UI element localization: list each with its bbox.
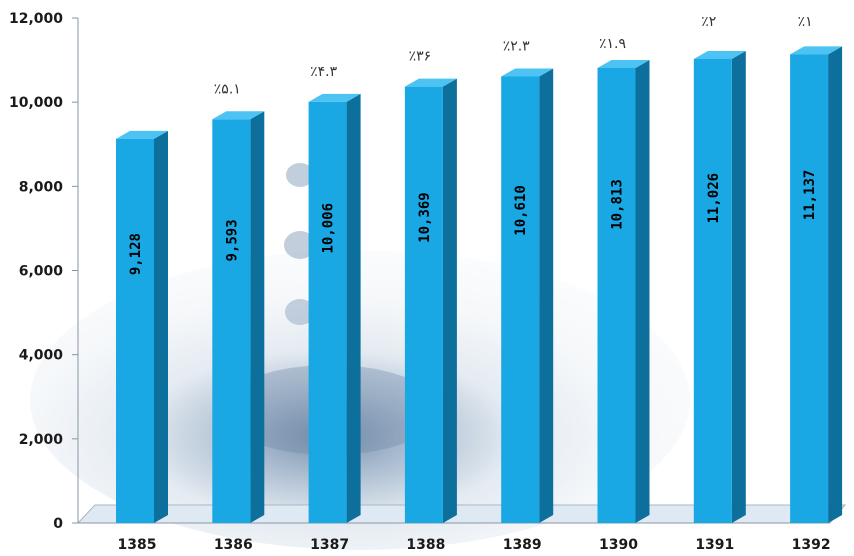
x-tick-label: 1386 bbox=[214, 537, 253, 553]
bar-side bbox=[539, 68, 554, 523]
bar-value-label: 10,369 bbox=[417, 192, 433, 243]
growth-label: ٪۱.۹ bbox=[599, 36, 626, 52]
bar-front bbox=[404, 86, 443, 524]
bar-value-label: 10,813 bbox=[610, 179, 626, 230]
growth-label: ٪۴.۳ bbox=[310, 64, 337, 80]
x-tick-label: 1385 bbox=[118, 537, 157, 553]
y-tick-label: 8,000 bbox=[19, 179, 64, 195]
bar-1390: 10,813 ٪۱.۹ bbox=[597, 36, 650, 524]
x-tick-label: 1388 bbox=[406, 537, 445, 553]
y-tick-label: 12,000 bbox=[9, 11, 63, 27]
bar-front bbox=[693, 58, 732, 523]
bar-value-label: 11,026 bbox=[706, 173, 722, 224]
bar-value-label: 11,137 bbox=[802, 170, 818, 221]
bar-side bbox=[250, 111, 265, 523]
x-tick-label: 1391 bbox=[695, 537, 734, 553]
bars: 9,128 9,593 ٪۵.۱ 10,006 ٪۴.۳ 10,369 ٪۳۶ 10,610 ٪… bbox=[116, 14, 843, 524]
bar-value-label: 9,128 bbox=[128, 233, 144, 275]
bar-front bbox=[116, 138, 154, 523]
y-tick-label: 2,000 bbox=[19, 432, 64, 448]
bar-1387: 10,006 ٪۴.۳ bbox=[308, 64, 361, 523]
bar-side bbox=[442, 78, 457, 524]
bar-top bbox=[116, 130, 168, 139]
y-tick-label: 6,000 bbox=[19, 264, 64, 280]
bar-1385: 9,128 bbox=[116, 130, 168, 523]
bar-top bbox=[404, 78, 457, 87]
growth-label: ٪۲ bbox=[701, 14, 716, 30]
bar-top bbox=[212, 111, 265, 120]
bar-top bbox=[308, 93, 361, 102]
bar-front bbox=[597, 67, 636, 524]
bar-front bbox=[308, 101, 347, 523]
bar-side bbox=[154, 130, 168, 523]
x-tick-label: 1387 bbox=[310, 537, 349, 553]
y-tick-label: 4,000 bbox=[19, 348, 64, 364]
bar-1388: 10,369 ٪۳۶ bbox=[404, 49, 457, 524]
bar-side bbox=[635, 59, 650, 524]
y-tick-label: 10,000 bbox=[9, 95, 63, 111]
growth-label: ٪۲.۳ bbox=[503, 38, 530, 54]
bar-top bbox=[790, 46, 843, 55]
bar-front bbox=[790, 54, 829, 523]
growth-label: ٪۱ bbox=[798, 14, 813, 30]
y-axis: 0 2,000 4,000 6,000 8,000 10,000 12,000 bbox=[9, 11, 79, 532]
bar-1386: 9,593 ٪۵.۱ bbox=[212, 81, 265, 523]
bar-side bbox=[346, 93, 361, 523]
x-tick-label: 1392 bbox=[792, 537, 831, 553]
x-tick-label: 1390 bbox=[599, 537, 638, 553]
bar-value-label: 9,593 bbox=[224, 219, 240, 261]
bar-1392: 11,137 ٪۱ bbox=[790, 14, 843, 523]
bar-value-label: 10,610 bbox=[513, 185, 529, 236]
bar-top bbox=[693, 50, 746, 59]
bar-side bbox=[828, 46, 843, 523]
bar-top bbox=[597, 59, 650, 68]
growth-label: ٪۵.۱ bbox=[214, 81, 241, 97]
x-tick-label: 1389 bbox=[503, 537, 542, 553]
bar-front bbox=[212, 119, 251, 523]
bar-top bbox=[501, 68, 554, 77]
bar-1389: 10,610 ٪۲.۳ bbox=[501, 38, 554, 523]
bar-front bbox=[501, 76, 540, 523]
bar-side bbox=[731, 50, 746, 523]
y-tick-label: 0 bbox=[53, 516, 63, 532]
bar-value-label: 10,006 bbox=[321, 203, 337, 254]
bar-1391: 11,026 ٪۲ bbox=[693, 14, 746, 523]
growth-label: ٪۳۶ bbox=[409, 49, 432, 65]
x-axis-labels: 1385 1386 1387 1388 1389 1390 1391 1392 bbox=[118, 537, 831, 553]
